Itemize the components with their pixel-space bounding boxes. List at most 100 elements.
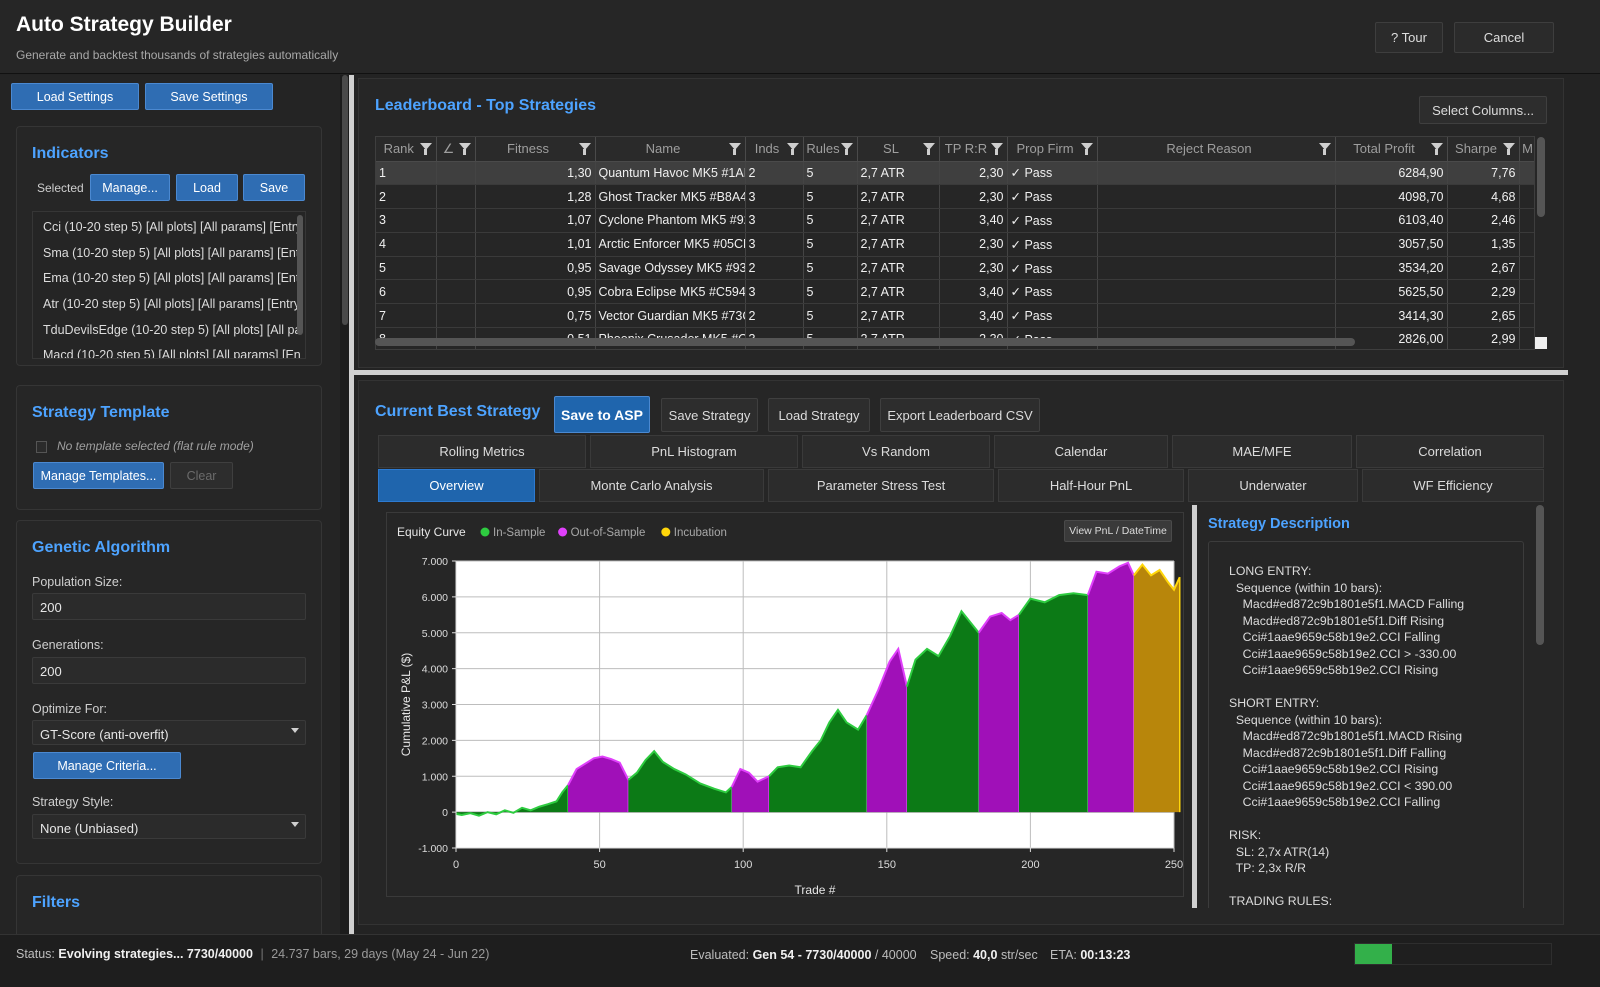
filter-funnel-icon[interactable] (1430, 143, 1443, 155)
select-columns-button[interactable]: Select Columns... (1419, 96, 1547, 124)
tab-parameter-stress[interactable]: Parameter Stress Test (768, 469, 994, 502)
checkbox[interactable] (36, 441, 47, 453)
filter-funnel-icon[interactable] (578, 143, 591, 155)
equity-line-segment (455, 784, 569, 817)
table-cell (1097, 279, 1336, 305)
tab-half-hour-pnl[interactable]: Half-Hour PnL (998, 469, 1184, 502)
tab-pnl-histogram[interactable]: PnL Histogram (590, 435, 798, 468)
table-row[interactable]: 3 1,07 Cyclone Phantom MK5 #924 3 5 2,7 ATR 3,… (376, 208, 1534, 233)
list-item[interactable]: Atr (10-20 step 5) [All plots] [All para… (43, 297, 301, 312)
indicator-list-scrollbar[interactable] (297, 215, 303, 335)
description-line: Cci#1aae9659c58b19e2.CCI < 390.00 (1229, 778, 1453, 793)
table-cell (436, 208, 476, 233)
description-line: Sequence (within 10 bars): (1229, 712, 1383, 727)
table-cell: 2,30 (939, 161, 1008, 186)
filter-funnel-icon[interactable] (1318, 143, 1331, 155)
filter-funnel-icon[interactable] (922, 143, 935, 155)
tab-rolling-metrics[interactable]: Rolling Metrics (378, 435, 586, 468)
app-title: Auto Strategy Builder (16, 13, 232, 36)
column-header[interactable]: M (1519, 137, 1534, 162)
table-row[interactable]: 7 0,75 Vector Guardian MK5 #73C5 2 5 2,7 ATR 3… (376, 303, 1534, 329)
list-item[interactable]: Ema (10-20 step 5) [All plots] [All para… (43, 271, 300, 286)
manage-indicators-button[interactable]: Manage... (90, 174, 170, 201)
filter-funnel-icon[interactable] (1080, 143, 1093, 155)
column-header[interactable]: Reject Reason (1097, 137, 1336, 162)
filter-funnel-icon[interactable] (728, 143, 741, 155)
description-line: RISK: (1229, 828, 1262, 842)
tab-monte-carlo[interactable]: Monte Carlo Analysis (539, 469, 764, 502)
manage-templates-button[interactable]: Manage Templates... (33, 462, 164, 489)
tab-calendar[interactable]: Calendar (994, 435, 1168, 468)
description-line: Cci#1aae9659c58b19e2.CCI Falling (1229, 630, 1441, 644)
filter-funnel-icon[interactable] (990, 143, 1003, 155)
tab-vs-random[interactable]: Vs Random (802, 435, 990, 468)
table-row[interactable]: 6 0,95 Cobra Eclipse MK5 #C594 3 5 2,7 ATR 3,4… (376, 279, 1534, 305)
column-header[interactable]: TP R:R (939, 137, 1008, 162)
equity-area-segment (731, 769, 770, 813)
table-cell: 2,7 ATR (857, 303, 940, 329)
horizontal-splitter[interactable] (354, 370, 1568, 375)
list-item[interactable]: TduDevilsEdge (10-20 step 5) [All plots]… (43, 322, 302, 337)
vertical-splitter[interactable] (349, 75, 354, 935)
evaluated-total: / 40000 (874, 948, 917, 962)
column-header-label: M (1522, 141, 1533, 157)
table-vertical-scrollbar[interactable] (1537, 137, 1545, 217)
column-header[interactable]: Fitness (475, 137, 596, 162)
column-header-label: Prop Firm (1016, 141, 1074, 157)
list-item[interactable]: Macd (10-20 step 5) [All plots] [All par… (43, 348, 301, 359)
tour-button[interactable]: ? Tour (1375, 22, 1443, 53)
tab-underwater[interactable]: Underwater (1188, 469, 1358, 502)
save-settings-button[interactable]: Save Settings (145, 83, 273, 110)
table-cell: Savage Odyssey MK5 #93EF (595, 256, 746, 281)
optimize-select[interactable]: GT-Score (anti-overfit) (32, 720, 306, 745)
table-cell (436, 256, 476, 281)
filter-funnel-icon[interactable] (786, 143, 799, 155)
tab-correlation[interactable]: Correlation (1356, 435, 1544, 468)
column-header[interactable]: Prop Firm (1007, 137, 1098, 162)
tab-mae-mfe[interactable]: MAE/MFE (1172, 435, 1352, 468)
load-strategy-button[interactable]: Load Strategy (768, 398, 870, 432)
filter-funnel-icon[interactable] (840, 143, 853, 155)
list-item[interactable]: Sma (10-20 step 5) [All plots] [All para… (43, 245, 300, 260)
table-cell: 3,40 (939, 279, 1008, 305)
export-csv-button[interactable]: Export Leaderboard CSV (880, 398, 1040, 432)
column-header[interactable]: Rules (803, 137, 858, 162)
sidebar-scroll-thumb[interactable] (342, 75, 348, 325)
save-strategy-button[interactable]: Save Strategy (661, 398, 758, 432)
tab-wf-efficiency[interactable]: WF Efficiency (1362, 469, 1544, 502)
column-header[interactable]: Name (595, 137, 746, 162)
description-scrollbar[interactable] (1536, 505, 1544, 645)
filter-funnel-icon[interactable] (1502, 143, 1515, 155)
table-cell: 5 (803, 256, 858, 281)
column-header[interactable]: ∠ (436, 137, 476, 162)
filter-funnel-icon[interactable] (458, 143, 471, 155)
cancel-button[interactable]: Cancel (1454, 22, 1554, 53)
indicator-list[interactable]: Cci (10-20 step 5) [All plots] [All para… (32, 211, 306, 359)
population-input[interactable]: 200 (32, 593, 306, 620)
generations-input[interactable]: 200 (32, 657, 306, 684)
clear-template-button[interactable]: Clear (170, 462, 233, 489)
table-row[interactable]: 1 1,30 Quantum Havoc MK5 #1AF 2 5 2,7 ATR 2,30… (376, 161, 1534, 186)
column-header[interactable]: SL (857, 137, 940, 162)
tab-overview[interactable]: Overview (378, 469, 535, 502)
column-header[interactable]: Rank (376, 137, 437, 162)
sidebar-scrollbar[interactable] (340, 75, 349, 950)
style-select[interactable]: None (Unbiased) (32, 814, 306, 839)
column-header[interactable]: Inds (745, 137, 804, 162)
column-header[interactable]: Sharpe (1447, 137, 1520, 162)
column-header[interactable]: Total Profit (1335, 137, 1448, 162)
manage-criteria-button[interactable]: Manage Criteria... (33, 752, 181, 779)
table-horizontal-scrollbar[interactable] (375, 338, 1355, 346)
save-indicators-button[interactable]: Save (243, 174, 305, 201)
load-indicators-button[interactable]: Load (176, 174, 238, 201)
filter-funnel-icon[interactable] (419, 143, 432, 155)
view-pnl-datetime-button[interactable]: View PnL / DateTime (1064, 520, 1172, 542)
chart-splitter[interactable] (1192, 505, 1197, 908)
save-to-asp-button[interactable]: Save to ASP (554, 396, 650, 433)
table-row[interactable]: 4 1,01 Arctic Enforcer MK5 #05CE 3 5 2,7 ATR 2… (376, 232, 1534, 257)
equity-line-segment (905, 609, 980, 687)
list-item[interactable]: Cci (10-20 step 5) [All plots] [All para… (43, 220, 303, 234)
table-row[interactable]: 2 1,28 Ghost Tracker MK5 #B8A4 3 5 2,7 ATR 2,3… (376, 184, 1534, 210)
load-settings-button[interactable]: Load Settings (11, 83, 139, 110)
